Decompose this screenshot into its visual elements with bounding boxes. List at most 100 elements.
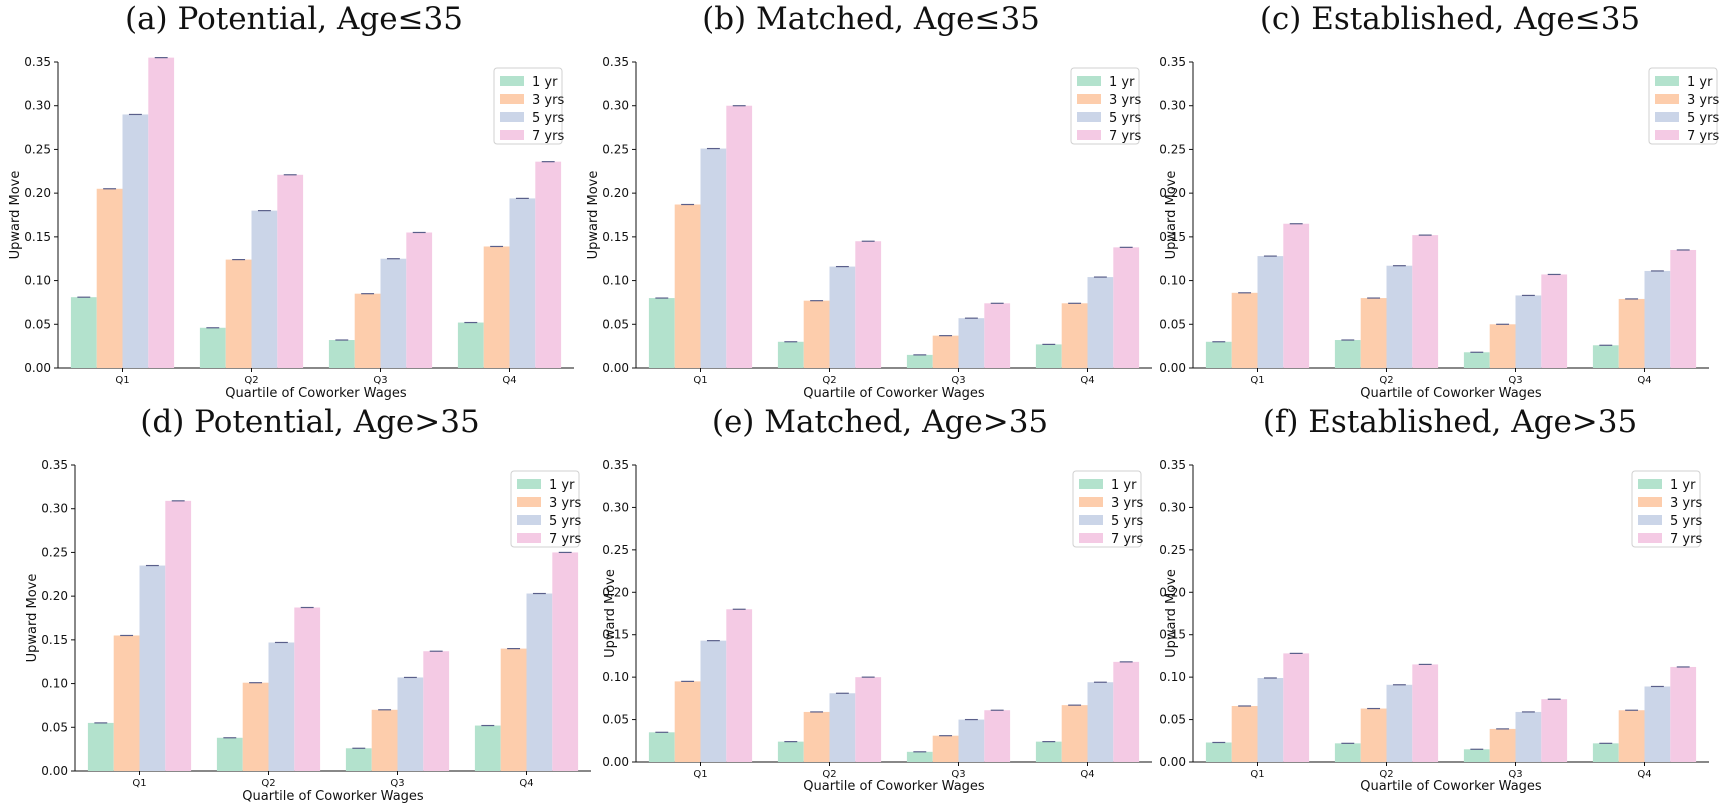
y-axis-title: Upward Move <box>8 171 23 260</box>
bar <box>803 300 830 368</box>
bar <box>855 241 882 368</box>
bar <box>1334 743 1361 762</box>
bar <box>70 297 97 368</box>
x-tick-label: Q4 <box>1637 769 1651 780</box>
bar <box>380 258 407 368</box>
y-tick-label: 0.20 <box>24 186 51 200</box>
bar <box>958 719 985 762</box>
legend-swatch <box>1655 76 1679 86</box>
bar <box>277 174 304 368</box>
y-tick-label: 0.00 <box>1159 755 1186 769</box>
y-tick-label: 0.00 <box>41 764 68 778</box>
legend-swatch <box>517 533 541 543</box>
bar <box>1283 653 1310 762</box>
legend-label: 7 yrs <box>1109 129 1141 144</box>
bar <box>1283 223 1310 368</box>
legend-swatch <box>1079 479 1103 489</box>
legend-box <box>493 67 563 145</box>
x-tick-label: Q3 <box>1508 769 1522 780</box>
legend-swatch <box>1655 112 1679 122</box>
x-axis-title: Quartile of Coworker Wages <box>803 386 985 401</box>
bar <box>1412 664 1439 762</box>
legend-label: 1 yr <box>549 478 575 493</box>
y-tick-label: 0.30 <box>24 99 51 113</box>
bar <box>1489 728 1516 762</box>
chart-panel-5: (f) Established, Age>35 0.00 0.05 0.10 0.15 0… <box>1159 404 1709 794</box>
bar <box>1360 298 1387 368</box>
x-tick-label: Q1 <box>132 778 146 789</box>
legend: 1 yr 3 yrs 5 yrs 7 yrs <box>493 67 564 145</box>
bar <box>1541 699 1568 762</box>
legend-box <box>1648 67 1718 145</box>
bar <box>165 500 192 771</box>
bar <box>674 681 701 762</box>
bar <box>1113 661 1140 762</box>
bar <box>803 711 830 762</box>
legend-label: 7 yrs <box>532 129 564 144</box>
legend-label: 1 yr <box>1687 75 1713 90</box>
y-tick-label: 0.20 <box>41 589 68 603</box>
chart-title: (e) Matched, Age>35 <box>712 404 1048 440</box>
legend-label: 3 yrs <box>1111 496 1143 511</box>
bar <box>122 114 149 368</box>
legend-label: 7 yrs <box>549 532 581 547</box>
bar <box>1386 265 1413 368</box>
y-tick-label: 0.25 <box>1159 142 1186 156</box>
bar <box>1087 277 1114 368</box>
bar <box>984 710 1011 762</box>
bar <box>1592 345 1619 368</box>
y-tick-label: 0.10 <box>1159 274 1186 288</box>
legend-label: 3 yrs <box>549 496 581 511</box>
bar <box>345 748 372 771</box>
y-tick-label: 0.25 <box>24 142 51 156</box>
bar <box>1489 324 1516 368</box>
x-tick-label: Q1 <box>115 375 129 386</box>
legend-box <box>1070 67 1140 145</box>
bar <box>777 741 804 762</box>
legend-label: 3 yrs <box>532 93 564 108</box>
bar <box>1618 298 1645 368</box>
x-axis-title: Quartile of Coworker Wages <box>803 779 985 794</box>
bar <box>958 318 985 368</box>
chart-title: (d) Potential, Age>35 <box>140 404 479 440</box>
bar <box>1061 705 1088 762</box>
bar <box>855 677 882 762</box>
y-tick-label: 0.15 <box>602 230 629 244</box>
y-tick-label: 0.10 <box>24 274 51 288</box>
bar <box>113 635 140 771</box>
y-tick-label: 0.35 <box>1159 55 1186 69</box>
bar <box>1334 340 1361 368</box>
legend-swatch <box>1638 497 1662 507</box>
bar <box>1644 686 1671 762</box>
y-tick-label: 0.25 <box>602 543 629 557</box>
bar <box>406 232 433 368</box>
legend-swatch <box>1638 479 1662 489</box>
bar <box>1592 743 1619 762</box>
bar <box>328 340 355 368</box>
legend-box <box>510 470 580 548</box>
bar <box>1205 341 1232 368</box>
bar <box>1205 742 1232 762</box>
y-tick-label: 0.15 <box>24 230 51 244</box>
x-tick-label: Q1 <box>1250 375 1264 386</box>
legend-swatch <box>1077 130 1101 140</box>
legend-label: 3 yrs <box>1109 93 1141 108</box>
bar <box>1670 249 1697 368</box>
y-tick-label: 0.30 <box>602 500 629 514</box>
bar <box>1231 292 1258 368</box>
bar <box>96 188 123 368</box>
bar <box>483 246 510 368</box>
chart-panel-3: (d) Potential, Age>35 0.00 0.05 0.10 0.15 0.2… <box>25 404 591 804</box>
bar <box>777 341 804 368</box>
x-tick-label: Q3 <box>951 375 965 386</box>
chart-panel-0: (a) Potential, Age≤35 0.00 0.05 0.10 0.15 0.2… <box>8 1 574 401</box>
x-axis-title: Quartile of Coworker Wages <box>1360 779 1542 794</box>
bar <box>268 642 295 771</box>
bar <box>1231 705 1258 762</box>
bar <box>1360 708 1387 762</box>
bar <box>932 735 959 762</box>
x-tick-label: Q4 <box>1637 375 1651 386</box>
chart-title: (f) Established, Age>35 <box>1263 404 1637 440</box>
legend-swatch <box>500 76 524 86</box>
